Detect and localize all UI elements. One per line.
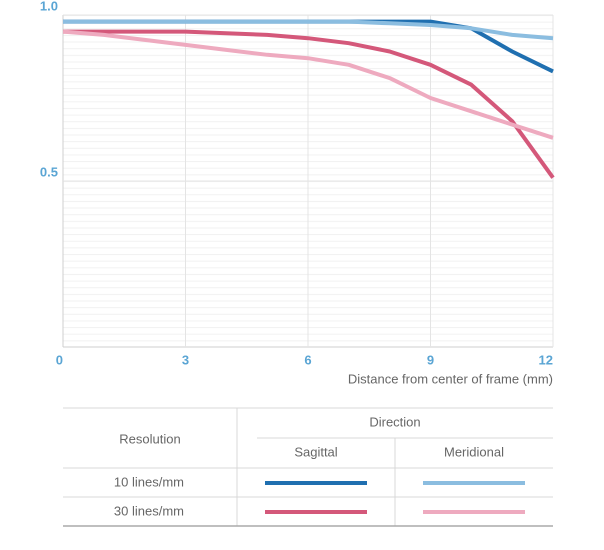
x-tick-label: 12 [539,352,553,367]
x-tick-label: 6 [304,352,311,367]
y-tick-label: 1.0 [40,0,58,13]
column-label: Sagittal [294,444,337,459]
series-line [63,29,555,179]
row-label: 10 lines/mm [114,474,184,489]
row-label: 30 lines/mm [114,503,184,518]
x-tick-label: 0 [56,352,63,367]
column-label: Meridional [444,444,504,459]
series-line [62,29,554,140]
series-line [63,19,554,41]
column-header: Direction [369,414,420,429]
x-axis-title: Distance from center of frame (mm) [348,371,553,386]
x-tick-label: 9 [427,352,434,367]
row-header: Resolution [119,431,180,446]
x-tick-label: 3 [182,352,189,367]
y-tick-label: 0.5 [40,164,58,179]
